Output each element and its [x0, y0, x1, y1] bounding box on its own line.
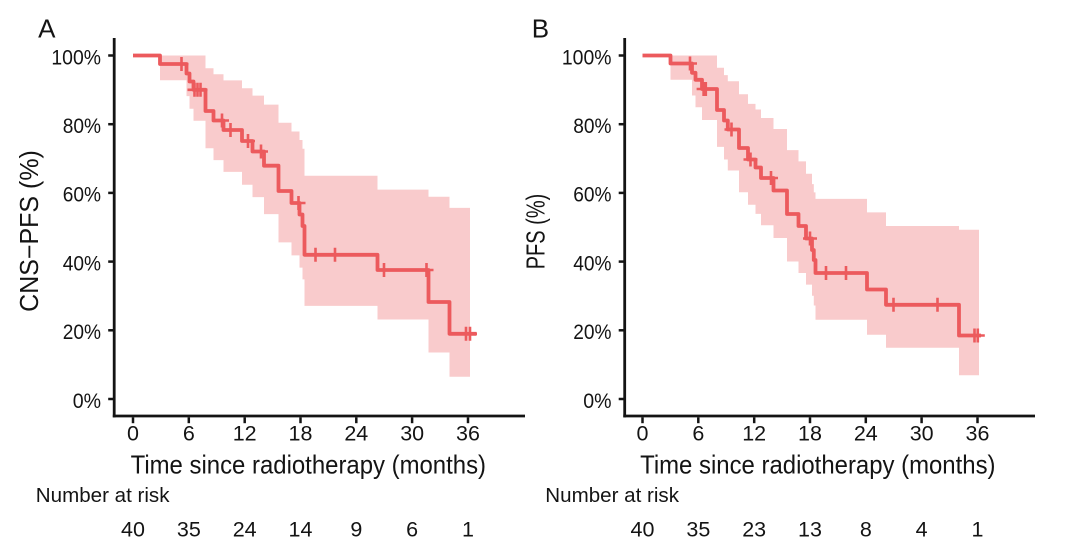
- svg-text:4: 4: [916, 517, 928, 541]
- svg-text:30: 30: [400, 422, 424, 446]
- svg-text:Number at risk: Number at risk: [545, 484, 679, 507]
- svg-text:20%: 20%: [63, 320, 101, 344]
- svg-text:24: 24: [233, 517, 257, 541]
- svg-text:0: 0: [127, 422, 139, 446]
- svg-text:80%: 80%: [573, 114, 611, 138]
- svg-text:14: 14: [289, 517, 313, 541]
- svg-text:36: 36: [456, 422, 480, 446]
- svg-text:Time since radiotherapy (month: Time since radiotherapy (months): [640, 450, 995, 480]
- svg-text:40: 40: [631, 517, 655, 541]
- svg-text:60%: 60%: [63, 183, 101, 207]
- svg-text:24: 24: [344, 422, 368, 446]
- svg-text:0%: 0%: [583, 389, 611, 413]
- svg-text:20%: 20%: [573, 320, 611, 344]
- svg-text:60%: 60%: [573, 183, 611, 207]
- svg-text:Time since radiotherapy (month: Time since radiotherapy (months): [131, 450, 486, 480]
- svg-text:40%: 40%: [63, 251, 101, 275]
- svg-text:8: 8: [860, 517, 872, 541]
- svg-text:B: B: [532, 14, 549, 44]
- svg-text:1: 1: [462, 517, 474, 541]
- svg-text:80%: 80%: [63, 114, 101, 138]
- svg-text:1: 1: [971, 517, 983, 541]
- svg-text:9: 9: [350, 517, 362, 541]
- svg-text:40: 40: [121, 517, 145, 541]
- svg-text:35: 35: [686, 517, 710, 541]
- svg-text:A: A: [38, 14, 56, 44]
- svg-text:30: 30: [910, 422, 934, 446]
- svg-text:6: 6: [183, 422, 195, 446]
- svg-text:CNS−PFS (%): CNS−PFS (%): [14, 150, 44, 312]
- svg-text:0: 0: [637, 422, 649, 446]
- svg-text:36: 36: [966, 422, 990, 446]
- svg-text:35: 35: [177, 517, 201, 541]
- svg-text:Number at risk: Number at risk: [36, 484, 170, 507]
- svg-text:100%: 100%: [51, 45, 101, 69]
- svg-text:0%: 0%: [73, 389, 101, 413]
- svg-text:13: 13: [798, 517, 822, 541]
- svg-text:6: 6: [692, 422, 704, 446]
- svg-text:6: 6: [406, 517, 418, 541]
- svg-text:40%: 40%: [573, 251, 611, 275]
- svg-text:12: 12: [233, 422, 257, 446]
- svg-text:24: 24: [854, 422, 878, 446]
- svg-text:100%: 100%: [562, 45, 612, 69]
- svg-text:23: 23: [742, 517, 766, 541]
- svg-text:12: 12: [742, 422, 766, 446]
- svg-text:PFS (%): PFS (%): [520, 194, 550, 270]
- svg-text:18: 18: [289, 422, 313, 446]
- svg-text:18: 18: [798, 422, 822, 446]
